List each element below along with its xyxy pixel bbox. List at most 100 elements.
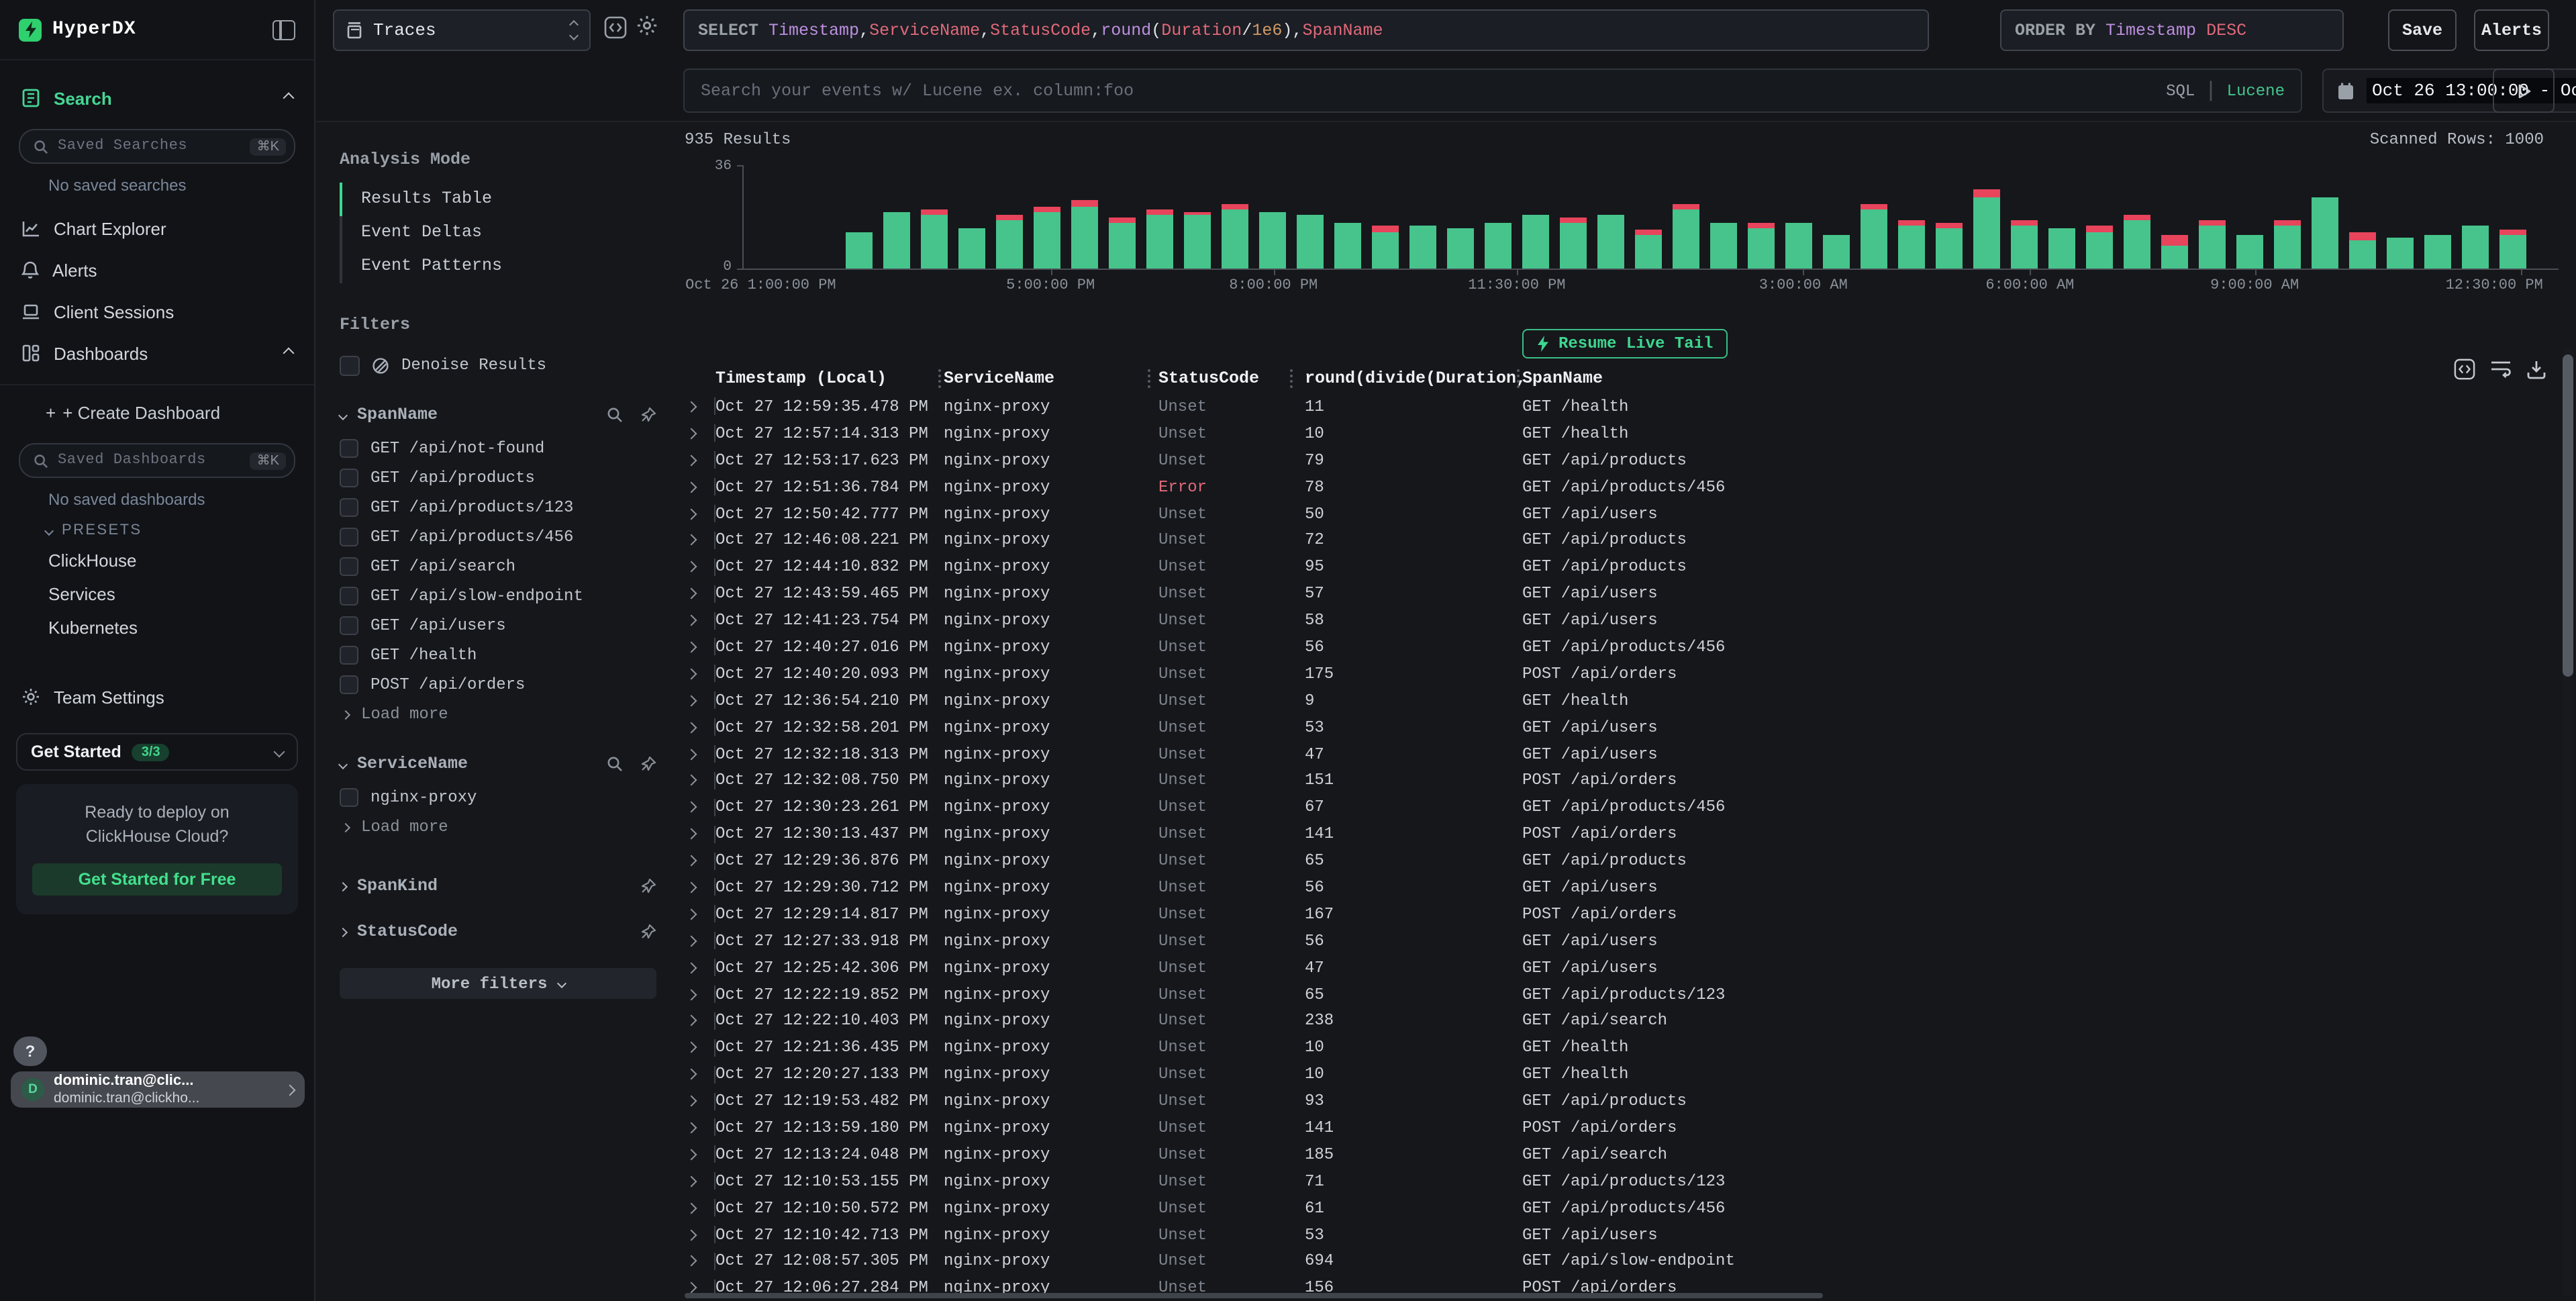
pin-icon[interactable] bbox=[640, 407, 656, 423]
chart-bar[interactable] bbox=[1597, 214, 1624, 269]
table-row[interactable]: Oct 27 12:32:18.313 PM nginx-proxy Unset… bbox=[685, 740, 2576, 767]
chart-bar[interactable] bbox=[883, 211, 910, 269]
chart-bar[interactable] bbox=[996, 214, 1023, 269]
expand-row-icon[interactable] bbox=[685, 508, 697, 520]
column-resize-handle[interactable] bbox=[1148, 369, 1150, 372]
checkbox-icon[interactable] bbox=[340, 355, 360, 375]
sidebar-item-client-sessions[interactable]: Client Sessions bbox=[0, 294, 314, 329]
chart-bar[interactable] bbox=[846, 232, 873, 269]
search-input[interactable]: Search your events w/ Lucene ex. column:… bbox=[683, 68, 2302, 113]
alerts-button[interactable]: Alerts bbox=[2474, 9, 2549, 51]
expand-row-icon[interactable] bbox=[685, 1122, 697, 1134]
more-filters-button[interactable]: More filters bbox=[340, 968, 656, 999]
saved-dashboards-input[interactable]: Saved Dashboards ⌘K bbox=[19, 443, 295, 478]
expand-row-icon[interactable] bbox=[685, 855, 697, 867]
col-header-duration[interactable]: round(divide(Duration, bbox=[1305, 369, 1522, 387]
expand-row-icon[interactable] bbox=[685, 1228, 697, 1241]
expand-code-icon[interactable] bbox=[2454, 358, 2475, 380]
chart-bar[interactable] bbox=[1898, 220, 1925, 269]
download-icon[interactable] bbox=[2526, 359, 2546, 379]
lang-toggle-sql[interactable]: SQL bbox=[2166, 81, 2195, 100]
chart-bar[interactable] bbox=[1973, 189, 2000, 269]
checkbox-icon[interactable] bbox=[340, 439, 358, 458]
expand-row-icon[interactable] bbox=[685, 721, 697, 733]
expand-row-icon[interactable] bbox=[685, 775, 697, 787]
checkbox-icon[interactable] bbox=[340, 616, 358, 635]
save-button[interactable]: Save bbox=[2388, 9, 2457, 51]
pin-icon[interactable] bbox=[640, 924, 656, 940]
chart-bar[interactable] bbox=[2424, 234, 2451, 269]
checkbox-icon[interactable] bbox=[340, 528, 358, 546]
chart-bar[interactable] bbox=[921, 209, 948, 269]
col-header-spanname[interactable]: SpanName bbox=[1522, 369, 1603, 387]
table-row[interactable]: Oct 27 12:46:08.221 PM nginx-proxy Unset… bbox=[685, 527, 2576, 554]
filter-group-spanname[interactable]: SpanName bbox=[338, 400, 656, 430]
table-row[interactable]: Oct 27 12:43:59.465 PM nginx-proxy Unset… bbox=[685, 580, 2576, 607]
scrollbar-thumb[interactable] bbox=[2563, 354, 2573, 677]
code-view-button[interactable] bbox=[604, 16, 627, 39]
get-started-free-button[interactable]: Get Started for Free bbox=[32, 863, 282, 896]
expand-row-icon[interactable] bbox=[685, 561, 697, 573]
chart-bar[interactable] bbox=[1673, 203, 1699, 269]
col-header-servicename[interactable]: ServiceName bbox=[944, 369, 1055, 387]
table-row[interactable]: Oct 27 12:30:23.261 PM nginx-proxy Unset… bbox=[685, 794, 2576, 821]
checkbox-icon[interactable] bbox=[340, 646, 358, 665]
expand-row-icon[interactable] bbox=[685, 961, 697, 973]
chart-bar[interactable] bbox=[2124, 214, 2150, 269]
table-row[interactable]: Oct 27 12:32:58.201 PM nginx-proxy Unset… bbox=[685, 714, 2576, 740]
sidebar-item-team-settings[interactable]: Team Settings bbox=[0, 679, 314, 714]
chart-bar[interactable] bbox=[2499, 229, 2526, 269]
table-row[interactable]: Oct 27 12:40:27.016 PM nginx-proxy Unset… bbox=[685, 634, 2576, 661]
table-row[interactable]: Oct 27 12:20:27.133 PM nginx-proxy Unset… bbox=[685, 1061, 2576, 1088]
source-select[interactable]: Traces bbox=[333, 9, 591, 51]
chart-bar[interactable] bbox=[1071, 200, 1098, 269]
sidebar-item-dashboards[interactable]: Dashboards bbox=[0, 336, 314, 371]
analysis-mode-option[interactable]: Results Table bbox=[340, 183, 656, 216]
chart-bar[interactable] bbox=[1184, 211, 1211, 269]
expand-row-icon[interactable] bbox=[685, 802, 697, 814]
filter-checkbox-row[interactable]: GET /api/products bbox=[340, 463, 656, 493]
table-row[interactable]: Oct 27 12:53:17.623 PM nginx-proxy Unset… bbox=[685, 447, 2576, 474]
column-resize-handle[interactable] bbox=[1517, 369, 1520, 372]
chart-bar[interactable] bbox=[2462, 226, 2489, 269]
sidebar-preset-item[interactable]: Services bbox=[0, 577, 314, 611]
chart-bar[interactable] bbox=[1034, 206, 1060, 269]
table-row[interactable]: Oct 27 12:08:57.305 PM nginx-proxy Unset… bbox=[685, 1248, 2576, 1275]
chart-bar[interactable] bbox=[1109, 218, 1136, 269]
chart-bar[interactable] bbox=[2236, 234, 2263, 269]
table-row[interactable]: Oct 27 12:22:10.403 PM nginx-proxy Unset… bbox=[685, 1008, 2576, 1034]
table-row[interactable]: Oct 27 12:21:36.435 PM nginx-proxy Unset… bbox=[685, 1034, 2576, 1061]
filter-checkbox-row[interactable]: GET /api/search bbox=[340, 552, 656, 581]
filter-checkbox-row[interactable]: GET /api/not-found bbox=[340, 434, 656, 463]
column-resize-handle[interactable] bbox=[938, 369, 941, 372]
pin-icon[interactable] bbox=[640, 878, 656, 894]
settings-button[interactable] bbox=[636, 15, 658, 36]
expand-row-icon[interactable] bbox=[685, 454, 697, 466]
filter-checkbox-row[interactable]: GET /api/users bbox=[340, 611, 656, 640]
collapse-sidebar-icon[interactable] bbox=[273, 19, 295, 40]
filter-group-servicename[interactable]: ServiceName bbox=[338, 749, 656, 779]
table-row[interactable]: Oct 27 12:22:19.852 PM nginx-proxy Unset… bbox=[685, 981, 2576, 1008]
table-row[interactable]: Oct 27 12:30:13.437 PM nginx-proxy Unset… bbox=[685, 821, 2576, 848]
chart-bar[interactable] bbox=[1710, 223, 1737, 269]
pin-icon[interactable] bbox=[640, 756, 656, 772]
sidebar-item-chart-explorer[interactable]: Chart Explorer bbox=[0, 211, 314, 246]
chart-bar[interactable] bbox=[2274, 220, 2301, 269]
expand-row-icon[interactable] bbox=[685, 1068, 697, 1080]
select-clause-input[interactable]: SELECT Timestamp,ServiceName,StatusCode,… bbox=[683, 9, 1929, 51]
expand-row-icon[interactable] bbox=[685, 828, 697, 840]
table-row[interactable]: Oct 27 12:27:33.918 PM nginx-proxy Unset… bbox=[685, 928, 2576, 955]
table-row[interactable]: Oct 27 12:40:20.093 PM nginx-proxy Unset… bbox=[685, 661, 2576, 687]
lang-toggle-lucene[interactable]: Lucene bbox=[2226, 81, 2285, 100]
table-row[interactable]: Oct 27 12:13:24.048 PM nginx-proxy Unset… bbox=[685, 1141, 2576, 1168]
chart-bar[interactable] bbox=[1409, 226, 1436, 269]
table-row[interactable]: Oct 27 12:44:10.832 PM nginx-proxy Unset… bbox=[685, 554, 2576, 581]
spanname-load-more[interactable]: Load more bbox=[340, 700, 656, 729]
table-row[interactable]: Oct 27 12:29:36.876 PM nginx-proxy Unset… bbox=[685, 847, 2576, 874]
chart-bar[interactable] bbox=[1936, 223, 1963, 269]
chart-bar[interactable] bbox=[2349, 232, 2376, 269]
chart-bar[interactable] bbox=[2199, 220, 2226, 269]
expand-row-icon[interactable] bbox=[685, 935, 697, 947]
checkbox-icon[interactable] bbox=[340, 788, 358, 807]
table-row[interactable]: Oct 27 12:36:54.210 PM nginx-proxy Unset… bbox=[685, 687, 2576, 714]
